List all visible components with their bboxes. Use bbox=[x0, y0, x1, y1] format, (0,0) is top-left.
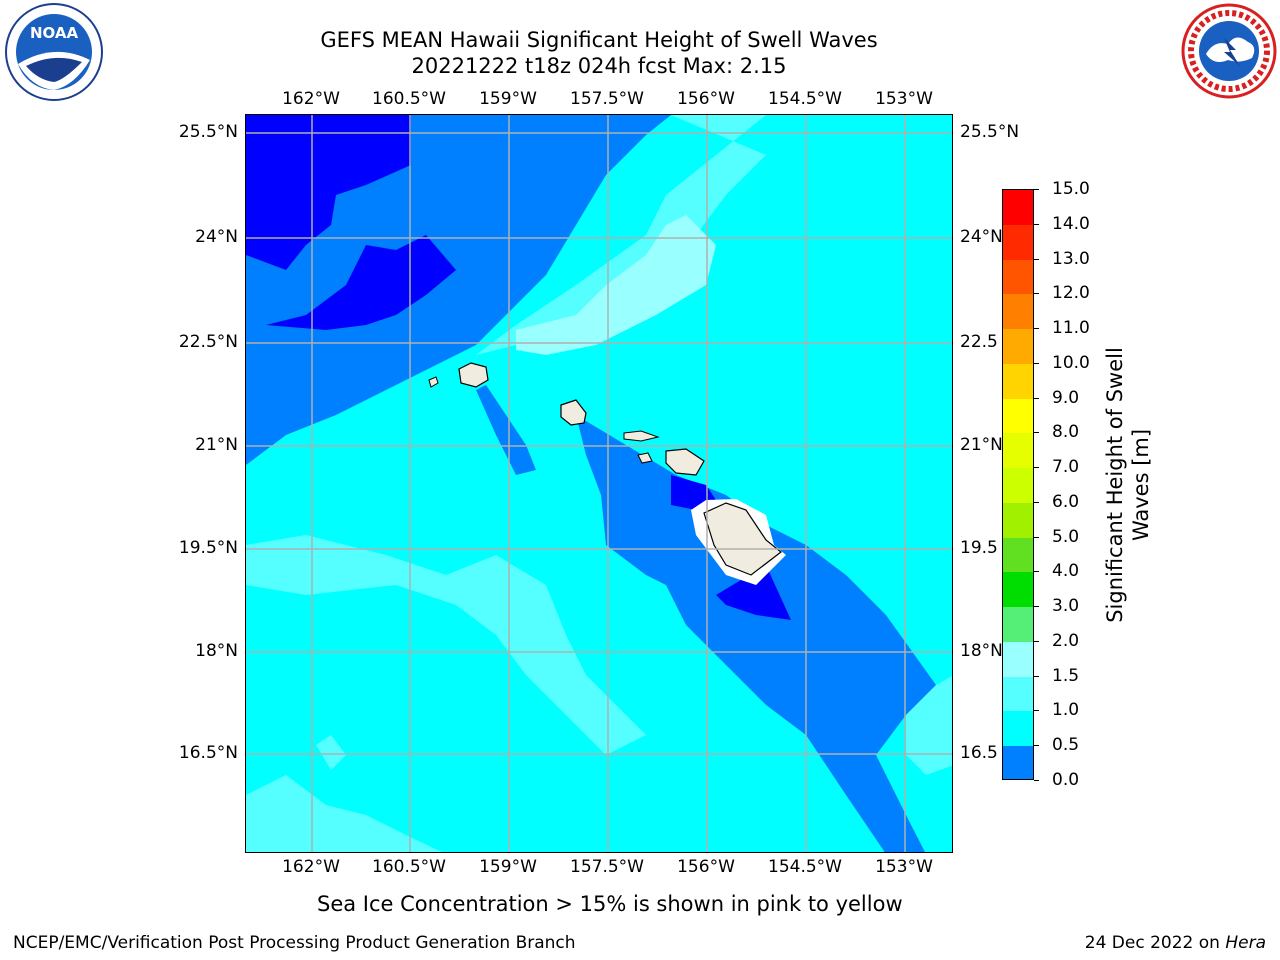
colorbar-tick-mark bbox=[1034, 501, 1039, 503]
colorbar-tick-label: 7.0 bbox=[1052, 457, 1080, 478]
colorbar-tick-label: 11.0 bbox=[1052, 318, 1090, 339]
lon-label: 159°W bbox=[479, 857, 537, 877]
lon-label: 157.5°W bbox=[570, 857, 644, 877]
colorbar-segment bbox=[1003, 224, 1033, 260]
colorbar-segment bbox=[1003, 572, 1033, 608]
colorbar-segment bbox=[1003, 329, 1033, 365]
lon-label: 160.5°W bbox=[372, 857, 446, 877]
colorbar-tick-mark bbox=[1034, 745, 1039, 747]
colorbar-segment bbox=[1003, 398, 1033, 434]
colorbar-tick-label: 15.0 bbox=[1052, 179, 1090, 199]
lat-label: 25.5°N bbox=[178, 122, 238, 142]
title-line-1: GEFS MEAN Hawaii Significant Height of S… bbox=[320, 28, 878, 52]
colorbar-tick-mark bbox=[1034, 780, 1039, 781]
colorbar-tick-mark bbox=[1034, 258, 1039, 260]
colorbar-tick-label: 1.5 bbox=[1052, 665, 1080, 686]
footer-left: NCEP/EMC/Verification Post Processing Pr… bbox=[13, 933, 576, 953]
swell-height-contours bbox=[246, 115, 952, 852]
colorbar-tick-mark bbox=[1034, 223, 1039, 225]
footer-right: 24 Dec 2022 on Hera bbox=[1085, 933, 1266, 953]
colorbar-tick-label: 2.0 bbox=[1052, 630, 1080, 651]
nws-logo bbox=[1180, 2, 1278, 100]
lon-label: 156°W bbox=[677, 89, 735, 109]
lon-label: 159°W bbox=[479, 89, 537, 109]
colorbar-label-line-1: Significant Height of Swell bbox=[1103, 347, 1127, 623]
colorbar-tick-label: 0.0 bbox=[1052, 770, 1080, 790]
colorbar-label: Significant Height of Swell Waves [m] bbox=[1102, 347, 1154, 623]
colorbar-segment bbox=[1003, 294, 1033, 330]
colorbar-tick-mark bbox=[1034, 189, 1039, 190]
lon-label: 157.5°W bbox=[570, 89, 644, 109]
colorbar-segment bbox=[1003, 502, 1033, 539]
lat-label: 22.5°N bbox=[178, 332, 238, 352]
lat-label: 18°N bbox=[960, 641, 1003, 661]
colorbar-tick-label: 9.0 bbox=[1052, 387, 1080, 408]
footer-host: Hera bbox=[1225, 933, 1266, 953]
colorbar-segment bbox=[1003, 676, 1033, 712]
footer-date: 24 Dec 2022 on bbox=[1084, 933, 1226, 953]
colorbar-tick-mark bbox=[1034, 536, 1039, 538]
colorbar-tick-label: 10.0 bbox=[1052, 352, 1090, 373]
lat-label: 21°N bbox=[960, 435, 1003, 455]
colorbar-segment bbox=[1003, 259, 1033, 295]
plot-title: GEFS MEAN Hawaii Significant Height of S… bbox=[0, 27, 1198, 79]
colorbar-segment bbox=[1003, 190, 1033, 226]
colorbar-label-line-2: Waves [m] bbox=[1129, 428, 1153, 542]
lon-label: 162°W bbox=[282, 857, 340, 877]
lat-label: 24°N bbox=[195, 227, 238, 247]
colorbar-segment bbox=[1003, 607, 1033, 643]
colorbar-segment bbox=[1003, 641, 1033, 678]
colorbar-tick-label: 5.0 bbox=[1052, 526, 1080, 547]
lat-label: 16.5°N bbox=[178, 743, 238, 763]
colorbar-tick-mark bbox=[1034, 293, 1039, 295]
lat-label: 19.5°N bbox=[178, 538, 238, 558]
colorbar-tick-mark bbox=[1034, 640, 1039, 642]
colorbar-tick-label: 4.0 bbox=[1052, 561, 1080, 582]
colorbar-segment bbox=[1003, 711, 1033, 747]
colorbar-tick-label: 12.0 bbox=[1052, 283, 1090, 304]
lon-label: 153°W bbox=[875, 89, 933, 109]
lon-label: 160.5°W bbox=[372, 89, 446, 109]
colorbar-tick-mark bbox=[1034, 328, 1039, 330]
colorbar-segment bbox=[1003, 363, 1033, 400]
colorbar-segment bbox=[1003, 537, 1033, 573]
lat-label: 24°N bbox=[960, 227, 1003, 247]
colorbar-segment bbox=[1003, 433, 1033, 469]
lat-label: 19.5 bbox=[960, 538, 998, 558]
colorbar-tick-label: 8.0 bbox=[1052, 422, 1080, 443]
noaa-logo: NOAA bbox=[4, 2, 104, 102]
colorbar-tick-mark bbox=[1034, 467, 1039, 469]
lat-label: 18°N bbox=[195, 641, 238, 661]
lat-label: 25.5°N bbox=[960, 122, 1020, 142]
colorbar-tick-label: 13.0 bbox=[1052, 248, 1090, 269]
colorbar-segment bbox=[1003, 468, 1033, 504]
lon-label: 153°W bbox=[875, 857, 933, 877]
colorbar bbox=[1002, 189, 1034, 780]
colorbar-tick-mark bbox=[1034, 606, 1039, 608]
lon-label: 154.5°W bbox=[768, 89, 842, 109]
svg-text:NOAA: NOAA bbox=[30, 24, 79, 42]
sea-ice-note: Sea Ice Concentration > 15% is shown in … bbox=[317, 892, 903, 916]
colorbar-tick-label: 14.0 bbox=[1052, 213, 1090, 234]
colorbar-tick-label: 1.0 bbox=[1052, 700, 1080, 721]
map-plot bbox=[245, 114, 953, 853]
title-line-2: 20221222 t18z 024h fcst Max: 2.15 bbox=[411, 54, 787, 78]
colorbar-tick-label: 6.0 bbox=[1052, 491, 1080, 512]
colorbar-segment bbox=[1003, 746, 1033, 779]
lon-label: 156°W bbox=[677, 857, 735, 877]
lat-label: 16.5 bbox=[960, 743, 998, 763]
colorbar-tick-mark bbox=[1034, 362, 1039, 364]
lat-label: 22.5 bbox=[960, 332, 998, 352]
colorbar-tick-label: 0.5 bbox=[1052, 735, 1080, 756]
colorbar-tick-mark bbox=[1034, 571, 1039, 573]
colorbar-tick-mark bbox=[1034, 397, 1039, 399]
colorbar-tick-label: 3.0 bbox=[1052, 596, 1080, 617]
lon-label: 154.5°W bbox=[768, 857, 842, 877]
lat-label: 21°N bbox=[195, 435, 238, 455]
colorbar-tick-mark bbox=[1034, 710, 1039, 712]
lon-label: 162°W bbox=[282, 89, 340, 109]
colorbar-tick-mark bbox=[1034, 432, 1039, 434]
colorbar-tick-mark bbox=[1034, 675, 1039, 677]
